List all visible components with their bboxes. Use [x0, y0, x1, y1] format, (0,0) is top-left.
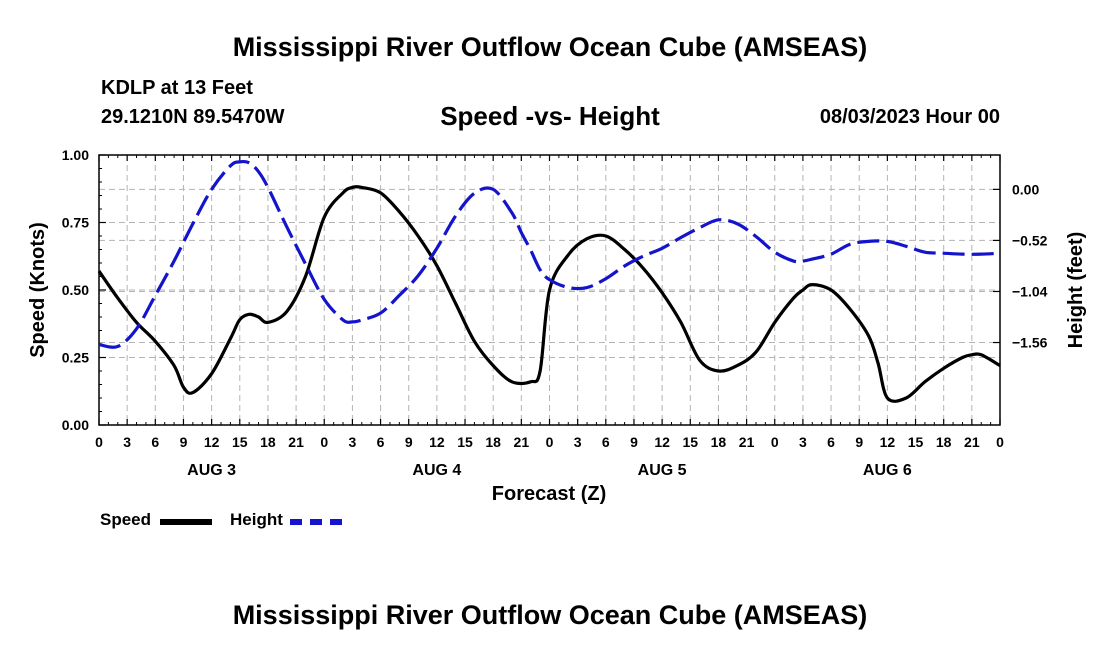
- x-tick-label: 21: [514, 434, 530, 450]
- x-tick-label: 12: [429, 434, 445, 450]
- x-tick-label: 12: [204, 434, 220, 450]
- station-label: KDLP at 13 Feet: [101, 77, 253, 99]
- x-tick-label: 6: [151, 434, 159, 450]
- coordinates-label: 29.1210N 89.5470W: [101, 106, 285, 128]
- y2-tick-label: 0.00: [1012, 181, 1039, 197]
- y2-tick-label: −1.56: [1012, 335, 1048, 351]
- x-tick-label: 12: [654, 434, 670, 450]
- x-tick-label: 18: [485, 434, 501, 450]
- x-tick-label: 15: [457, 434, 473, 450]
- main-title: Mississippi River Outflow Ocean Cube (AM…: [232, 32, 868, 62]
- x-tick-label: 15: [908, 434, 924, 450]
- x-tick-label: 18: [711, 434, 727, 450]
- x-tick-label: 15: [232, 434, 248, 450]
- x-tick-label: 9: [855, 434, 863, 450]
- x-tick-label: 0: [996, 434, 1004, 450]
- y2-tick-label: −1.04: [1012, 283, 1048, 299]
- series-line-speed: [97, 185, 1001, 403]
- y-tick-label: 1.00: [62, 147, 89, 163]
- footer-title: Mississippi River Outflow Ocean Cube (AM…: [232, 600, 868, 630]
- grid: [99, 155, 1000, 425]
- x-tick-label: 0: [546, 434, 554, 450]
- x-tick-label: 21: [964, 434, 980, 450]
- x-tick-label: 3: [799, 434, 807, 450]
- legend-height-label: Height: [230, 510, 283, 529]
- x-tick-label: 6: [827, 434, 835, 450]
- x-tick-label: 18: [260, 434, 276, 450]
- x-tick-label: 18: [936, 434, 952, 450]
- date-label: AUG 5: [638, 462, 687, 479]
- x-tick-label: 9: [630, 434, 638, 450]
- x-axis-label: Forecast (Z): [492, 483, 606, 505]
- plot-title: Speed -vs- Height: [440, 101, 660, 131]
- x-tick-label: 0: [771, 434, 779, 450]
- legend-height-swatch: [290, 519, 342, 525]
- y2-axis-label: Height (feet): [1065, 232, 1087, 349]
- x-tick-label: 6: [377, 434, 385, 450]
- series-layer: [97, 159, 1001, 403]
- x-tick-label: 15: [682, 434, 698, 450]
- date-label: AUG 3: [187, 462, 236, 479]
- x-tick-label: 0: [95, 434, 103, 450]
- legend-speed-label: Speed: [100, 510, 152, 529]
- datetime-label: 08/03/2023 Hour 00: [819, 106, 1000, 128]
- series-line-height: [98, 159, 1001, 349]
- x-tick-label: 6: [602, 434, 610, 450]
- x-tick-label: 9: [180, 434, 188, 450]
- y2-tick-label: −0.52: [1012, 232, 1048, 248]
- x-tick-label: 21: [739, 434, 755, 450]
- x-tick-label: 3: [574, 434, 582, 450]
- x-tick-label: 9: [405, 434, 413, 450]
- x-tick-label: 12: [880, 434, 896, 450]
- y-tick-label: 0.50: [62, 282, 89, 298]
- x-tick-label: 21: [288, 434, 304, 450]
- axis-ticks: 0 3 6 9 12 15 18 21 0 3 6 9 12 15 18 21 0 3 6 9 12 15 18 21 0 3 6 9…: [62, 147, 1048, 479]
- y-tick-label: 0.25: [62, 350, 89, 366]
- date-label: AUG 4: [412, 462, 461, 479]
- x-tick-label: 0: [320, 434, 328, 450]
- y-tick-label: 0.75: [62, 215, 89, 231]
- date-label: AUG 6: [863, 462, 912, 479]
- x-tick-label: 3: [349, 434, 357, 450]
- legend-speed-swatch: [160, 519, 212, 525]
- y-axis-label: Speed (Knots): [27, 222, 49, 358]
- y-tick-label: 0.00: [62, 417, 89, 433]
- x-tick-label: 3: [123, 434, 131, 450]
